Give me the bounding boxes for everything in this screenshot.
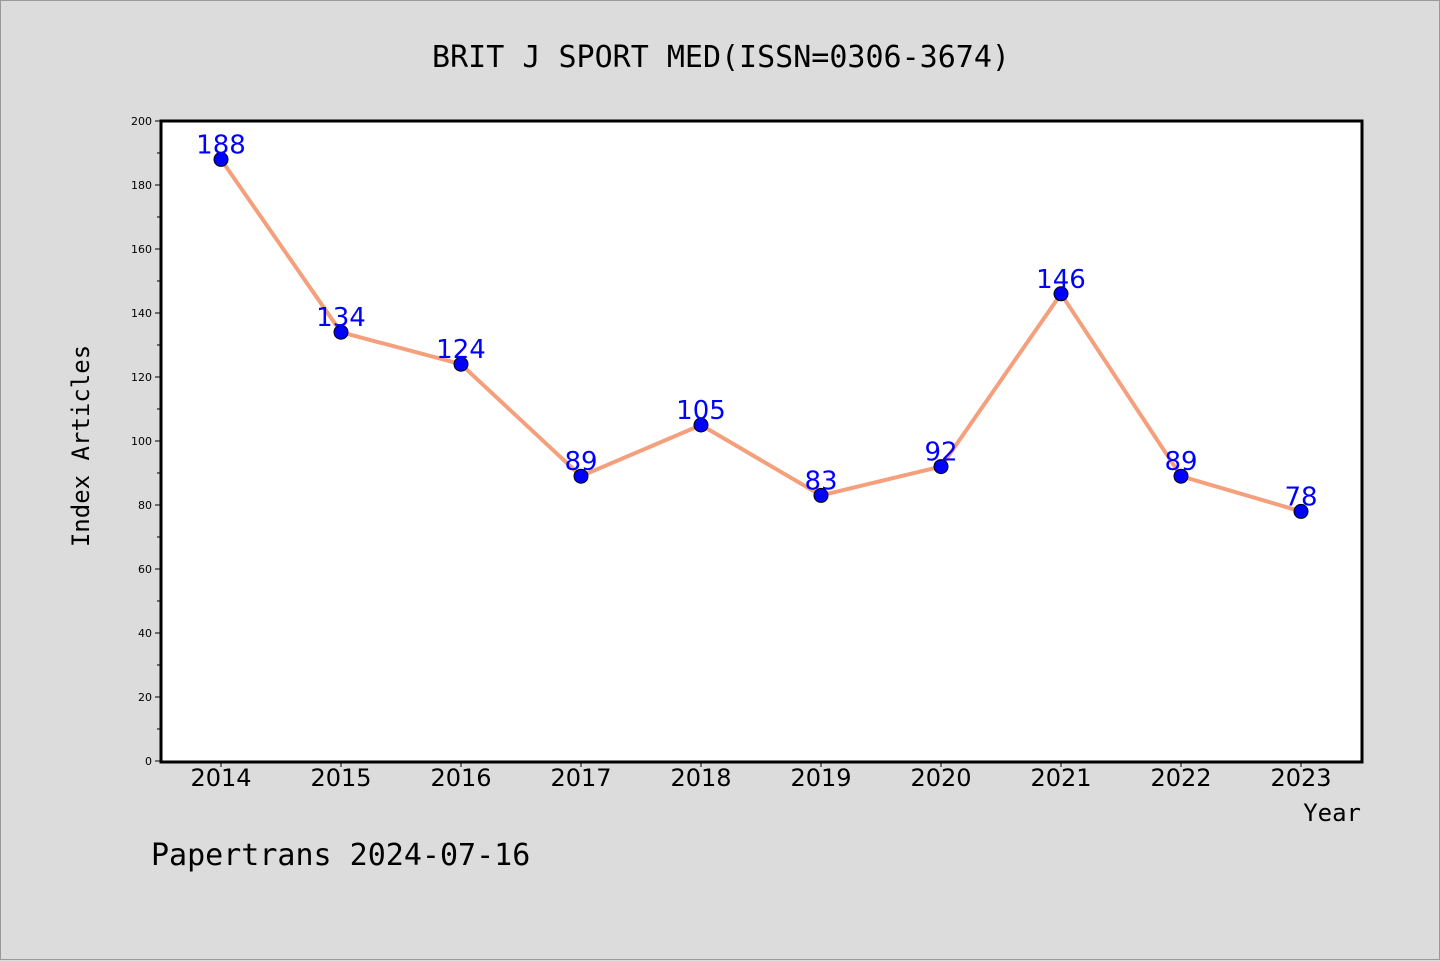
x-axis: 2014 2015 2016 2017 2018 2019 2020 2021 2022 2023: [190, 761, 1332, 792]
x-tick-label: 2019: [790, 764, 851, 792]
data-label: 105: [676, 396, 726, 426]
data-point: [573, 468, 589, 484]
data-label: 89: [1164, 447, 1197, 477]
chart-title: BRIT J SPORT MED(ISSN=0306-3674): [432, 40, 1010, 75]
x-tick-label: 2022: [1150, 764, 1211, 792]
data-label: 188: [196, 130, 246, 160]
y-tick-label: 60: [138, 563, 152, 576]
y-tick-label: 180: [131, 179, 152, 192]
series-layer: [213, 151, 1309, 519]
series-line: [219, 158, 1302, 514]
x-tick-label: 2017: [550, 764, 611, 792]
data-point: [693, 417, 709, 433]
data-point: [213, 151, 229, 167]
data-point: [1173, 468, 1189, 484]
data-point: [933, 459, 949, 475]
x-tick-label: 2023: [1270, 764, 1331, 792]
data-label: 83: [804, 466, 837, 496]
y-tick-label: 40: [138, 627, 152, 640]
x-tick-label: 2016: [430, 764, 491, 792]
y-axis-label: Index Articles: [67, 345, 95, 547]
y-tick-label: 0: [145, 755, 152, 768]
x-tick-label: 2018: [670, 764, 731, 792]
y-tick-label: 140: [131, 307, 152, 320]
y-tick-label: 80: [138, 499, 152, 512]
y-tick-label: 100: [131, 435, 152, 448]
y-tick-label: 120: [131, 371, 152, 384]
data-label: 92: [924, 438, 957, 468]
footer-date: Papertrans 2024-07-16: [151, 838, 530, 873]
data-point: [453, 356, 469, 372]
data-point: [333, 324, 349, 340]
y-tick-label: 20: [138, 691, 152, 704]
y-tick-label: 200: [131, 115, 152, 128]
x-tick-label: 2020: [910, 764, 971, 792]
data-labels: 188 134 124 89 105 83 92 146 89 78: [196, 130, 1317, 512]
data-label: 89: [564, 447, 597, 477]
data-point: [813, 487, 829, 503]
y-tick-label: 160: [131, 243, 152, 256]
plot-area: [159, 119, 1364, 764]
x-axis-label: Year: [1303, 799, 1361, 827]
x-tick-label: 2014: [190, 764, 251, 792]
data-point: [1293, 503, 1309, 519]
data-point: [1053, 286, 1069, 302]
x-tick-label: 2015: [310, 764, 371, 792]
data-label: 78: [1284, 482, 1317, 512]
data-label: 146: [1036, 265, 1086, 295]
y-axis: 0 20 40 60 80 100 120 140 160 180 200: [131, 115, 161, 768]
data-label: 124: [436, 335, 486, 365]
x-tick-label: 2021: [1030, 764, 1091, 792]
data-label: 134: [316, 303, 366, 333]
